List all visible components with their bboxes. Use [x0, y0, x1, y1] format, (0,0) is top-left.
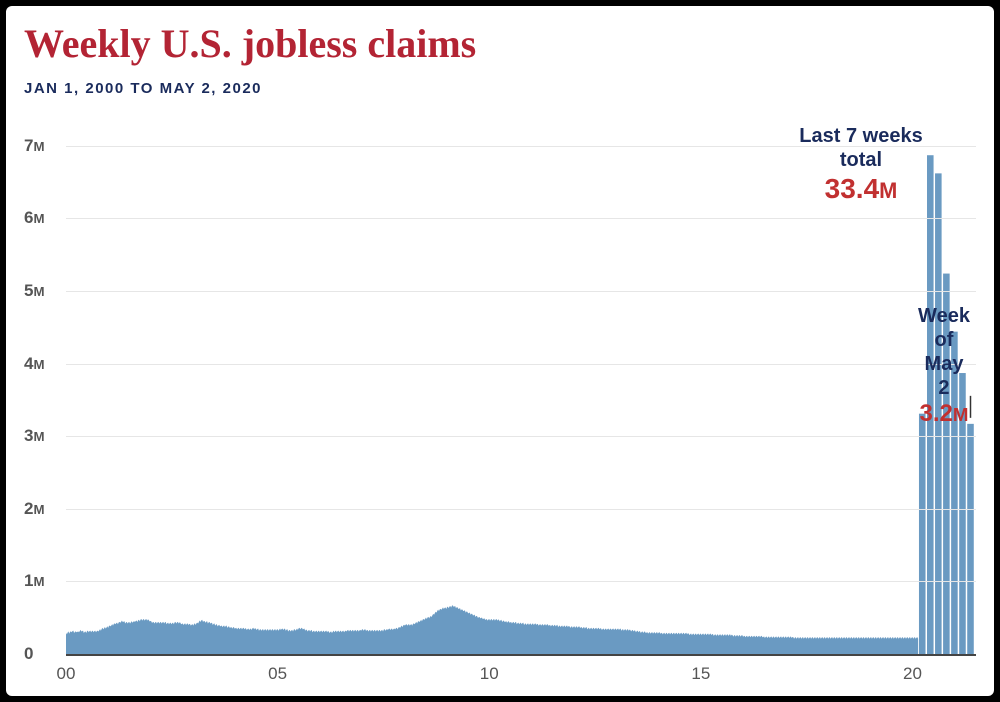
x-axis-label: 20 — [903, 664, 922, 684]
annotation-total-value: 33.4M — [795, 172, 928, 206]
y-axis-label: 3M — [24, 426, 45, 446]
y-axis-label: 0 — [24, 644, 33, 664]
gridline — [66, 218, 976, 219]
annotation-week: Week of May 2 3.2M — [918, 304, 970, 429]
y-axis-label: 4M — [24, 354, 45, 374]
x-axis-label: 15 — [691, 664, 710, 684]
annotation-week-value-suffix: M — [953, 404, 969, 425]
chart-frame: Weekly U.S. jobless claims JAN 1, 2000 T… — [6, 6, 994, 696]
annotation-total-value-suffix: M — [879, 178, 897, 203]
y-axis-label: 5M — [24, 281, 45, 301]
x-axis — [66, 654, 976, 656]
y-axis-label: 1M — [24, 571, 45, 591]
annotation-total-label: Last 7 weeks total — [795, 124, 928, 172]
spike-bar — [967, 424, 974, 654]
gridline — [66, 581, 976, 582]
chart-subtitle: JAN 1, 2000 TO MAY 2, 2020 — [24, 80, 262, 97]
spike-bar — [919, 414, 926, 654]
y-axis-label: 2M — [24, 499, 45, 519]
gridline — [66, 291, 976, 292]
annotation-week-value-number: 3.2 — [920, 400, 953, 427]
gridline — [66, 364, 976, 365]
y-axis-label: 6M — [24, 208, 45, 228]
chart-title: Weekly U.S. jobless claims — [24, 20, 476, 67]
x-axis-label: 05 — [268, 664, 287, 684]
gridline — [66, 509, 976, 510]
y-axis-label: 7M — [24, 136, 45, 156]
gridline — [66, 436, 976, 437]
annotation-week-label2: May 2 — [918, 352, 970, 400]
x-axis-label: 00 — [57, 664, 76, 684]
annotation-total: Last 7 weeks total 33.4M — [795, 124, 928, 206]
annotation-week-value: 3.2M — [918, 400, 970, 429]
x-axis-label: 10 — [480, 664, 499, 684]
annotation-week-label1: Week of — [918, 304, 970, 352]
historical-series — [66, 605, 918, 654]
annotation-total-value-number: 33.4 — [825, 173, 880, 204]
